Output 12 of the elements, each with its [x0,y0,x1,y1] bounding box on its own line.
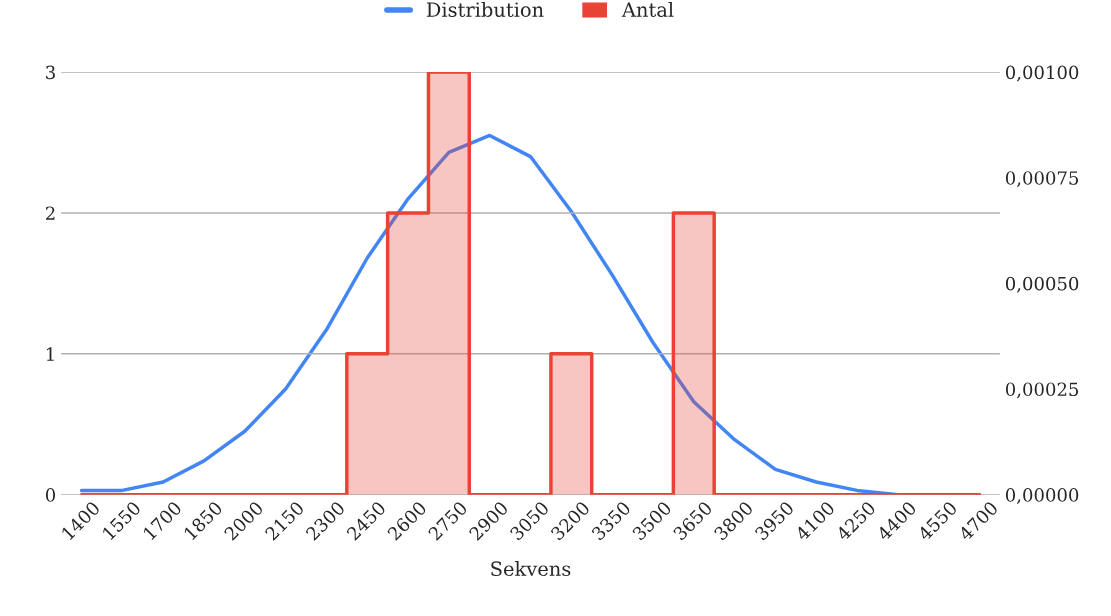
legend-label: Distribution [426,1,544,17]
legend-label: Antal [621,1,674,17]
y-tick-label: 2 [45,206,55,220]
y-tick-label: 3 [46,65,55,80]
y-tick-label: 1 [46,347,54,361]
y2-tick-label: 0,00075 [1005,171,1079,188]
y2-tick-label: 0,00100 [1005,65,1079,82]
y-tick-label: 0 [45,488,56,502]
y2-tick-label: 0,00025 [1005,382,1079,399]
y2-tick-label: 0,00000 [1005,488,1079,504]
x-axis-title: Sekvens [491,561,571,577]
y2-tick-label: 0,00050 [1005,276,1079,293]
